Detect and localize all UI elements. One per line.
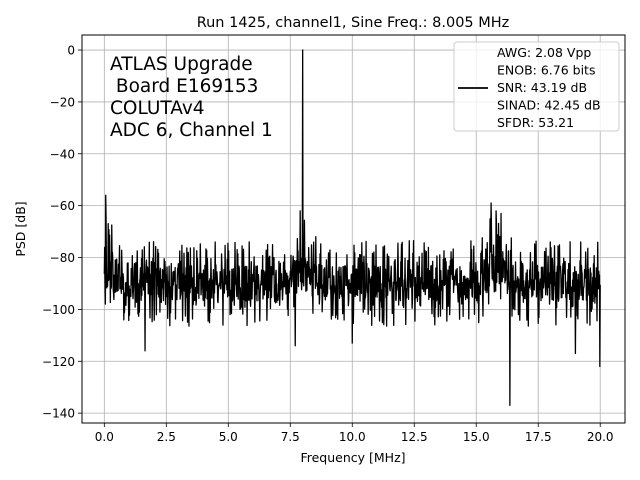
legend-text-4: SINAD: 42.45 dB (497, 98, 601, 113)
x-tick-label: 7.5 (281, 430, 300, 444)
plot-frame (81, 34, 626, 424)
x-tick-label: 20.0 (587, 430, 614, 444)
x-tick-label: 2.5 (157, 430, 176, 444)
y-axis-label: PSD [dB] (13, 201, 28, 256)
y-tick-label: −120 (42, 355, 75, 369)
y-tick-label: −80 (50, 251, 75, 265)
y-tick-label: −20 (50, 95, 75, 109)
y-tick-label: 0 (67, 44, 75, 58)
legend: AWG: 2.08 Vpp ENOB: 6.76 bits SNR: 43.19… (453, 41, 620, 132)
x-tick-label: 17.5 (525, 430, 552, 444)
x-tick-label: 12.5 (401, 430, 428, 444)
legend-text-1: AWG: 2.08 Vpp (497, 45, 591, 60)
x-axis-label: Frequency [MHz] (300, 450, 405, 465)
y-tick-label: −40 (50, 147, 75, 161)
legend-text-3: SNR: 43.19 dB (497, 80, 587, 95)
annotation-line-2: Board E169153 (110, 76, 258, 97)
x-tick-label: 10.0 (339, 430, 366, 444)
chart-title: Run 1425, channel1, Sine Freq.: 8.005 MH… (197, 15, 510, 31)
legend-text-5: SFDR: 53.21 (497, 115, 574, 130)
x-tick-label: 0.0 (95, 430, 114, 444)
annotation-line-1: ATLAS Upgrade (110, 54, 253, 75)
axis-ticks: 0.0 2.5 5.0 7.5 10.0 12.5 15.0 17.5 20.0 0 −20 −40 −… (42, 44, 614, 444)
annotation-box: ATLAS Upgrade Board E169153 COLUTAv4 ADC… (110, 54, 273, 141)
y-tick-label: −100 (42, 303, 75, 317)
x-tick-label: 15.0 (463, 430, 490, 444)
psd-series-line (103, 49, 601, 407)
legend-frame (453, 41, 620, 132)
y-tick-label: −60 (50, 199, 75, 213)
annotation-line-4: ADC 6, Channel 1 (110, 120, 273, 141)
y-tick-label: −140 (42, 407, 75, 421)
series-layer (103, 49, 601, 407)
annotation-line-3: COLUTAv4 (110, 98, 205, 119)
x-tick-label: 5.0 (219, 430, 238, 444)
legend-text-2: ENOB: 6.76 bits (497, 63, 595, 78)
